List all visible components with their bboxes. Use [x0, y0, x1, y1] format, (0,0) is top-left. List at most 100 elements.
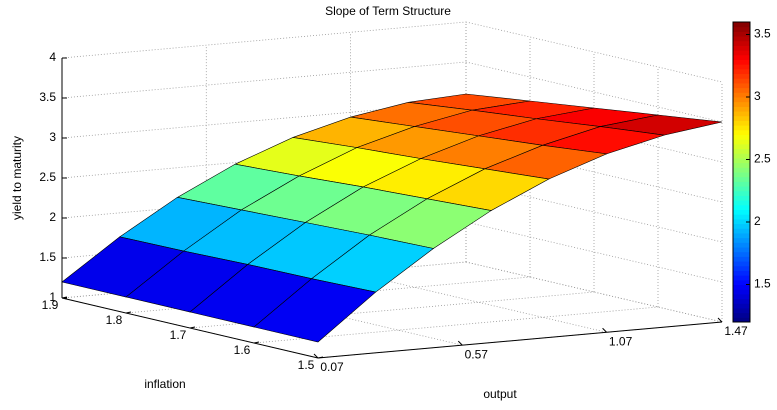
- grid-line: [350, 271, 607, 333]
- grid-line: [465, 261, 723, 323]
- y-axis-label: inflation: [144, 377, 185, 391]
- colorbar-swatch: [733, 195, 750, 201]
- tick-mark: [189, 326, 196, 329]
- colorbar-swatch: [733, 26, 750, 32]
- colorbar-swatch: [733, 209, 750, 215]
- z-tick-label: 2: [49, 210, 56, 224]
- z-axis-label: yield to maturity: [10, 136, 24, 220]
- colorbar-swatch: [733, 176, 750, 182]
- x-tick-label: 1.07: [609, 334, 633, 348]
- colorbar-swatch: [733, 143, 750, 150]
- colorbar-swatch: [733, 120, 750, 126]
- colorbar-swatch: [733, 162, 750, 168]
- colorbar-swatch: [733, 200, 750, 206]
- colorbar-swatch: [733, 293, 750, 300]
- colorbar-swatch: [733, 317, 750, 323]
- x-tick-label: 0.07: [320, 360, 344, 374]
- colorbar-swatch: [733, 101, 750, 107]
- colorbar-swatch: [733, 284, 750, 290]
- colorbar-swatch: [733, 59, 750, 65]
- colorbar-swatch: [733, 237, 750, 243]
- x-tick-label: 0.57: [465, 347, 489, 361]
- colorbar-swatch: [733, 190, 750, 196]
- tick-mark: [253, 341, 260, 344]
- colorbar-swatch: [733, 172, 750, 178]
- y-tick-label: 1.5: [298, 358, 315, 372]
- colorbar-swatch: [733, 64, 750, 70]
- colorbar-swatch: [733, 125, 750, 131]
- z-tick-label: 3.5: [39, 90, 56, 104]
- y-tick-label: 1.8: [106, 313, 123, 327]
- colorbar-swatch: [733, 153, 750, 159]
- colorbar-swatch: [733, 167, 750, 173]
- colorbar-swatch: [733, 36, 750, 42]
- z-tick-label: 1.5: [39, 250, 56, 264]
- colorbar-tick-label: 2: [754, 214, 761, 228]
- colorbar-swatch: [733, 289, 750, 295]
- tick-mark: [457, 340, 463, 346]
- colorbar-swatch: [733, 270, 750, 276]
- colorbar-swatch: [733, 232, 750, 239]
- grid-line: [465, 21, 723, 83]
- x-tick-label: 1.47: [724, 324, 748, 338]
- z-tick-label: 4: [49, 50, 56, 64]
- z-tick-label: 3: [49, 130, 56, 144]
- tick-mark: [602, 327, 607, 333]
- tick-mark: [317, 356, 324, 359]
- axis-line: [317, 321, 723, 359]
- grid-line: [61, 61, 467, 99]
- colorbar-swatch: [733, 68, 750, 75]
- colorbar-swatch: [733, 22, 750, 28]
- colorbar-swatch: [733, 50, 750, 56]
- colorbar-tick-label: 1.5: [754, 277, 771, 291]
- colorbar-swatch: [733, 40, 750, 46]
- grid-line: [465, 101, 723, 163]
- grid-line: [465, 181, 723, 243]
- colorbar-swatch: [733, 298, 750, 304]
- colorbar-tick-label: 3.5: [754, 27, 771, 41]
- grid-line: [465, 141, 723, 203]
- colorbar-swatch: [733, 181, 750, 187]
- y-tick-label: 1.9: [42, 298, 59, 312]
- colorbar-swatch: [733, 115, 750, 121]
- grid-line: [206, 284, 463, 346]
- colorbar-swatch: [733, 218, 750, 225]
- colorbar-swatch: [733, 97, 750, 103]
- tick-mark: [313, 353, 319, 359]
- colorbar-swatch: [733, 307, 750, 314]
- grid-line: [61, 21, 467, 59]
- colorbar-swatch: [733, 148, 750, 154]
- colorbar-swatch: [733, 312, 750, 318]
- colorbar-swatch: [733, 157, 750, 164]
- colorbar-swatch: [733, 228, 750, 234]
- y-tick-label: 1.6: [234, 343, 251, 357]
- colorbar-swatch: [733, 111, 750, 117]
- colorbar-swatch: [733, 223, 750, 229]
- tick-mark: [61, 296, 68, 299]
- colorbar-swatch: [733, 92, 750, 98]
- colorbar-swatch: [733, 261, 750, 267]
- grid-line: [465, 61, 723, 123]
- y-tick-label: 1.7: [170, 328, 187, 342]
- colorbar-swatch: [733, 204, 750, 210]
- colorbar-swatch: [733, 275, 750, 281]
- colorbar-swatch: [733, 186, 750, 192]
- surface-patch: [253, 278, 377, 343]
- tick-mark: [125, 311, 132, 314]
- z-tick-label: 2.5: [39, 170, 56, 184]
- colorbar-swatch: [733, 139, 750, 145]
- colorbar-swatch: [733, 303, 750, 309]
- grid-line: [465, 221, 723, 283]
- colorbar-swatch: [733, 247, 750, 253]
- colorbar-swatch: [733, 242, 750, 248]
- colorbar-swatch: [733, 106, 750, 112]
- colorbar-tick-label: 2.5: [754, 152, 771, 166]
- x-axis-label: output: [483, 387, 517, 401]
- colorbar-swatch: [733, 31, 750, 37]
- colorbar-swatch: [733, 214, 750, 220]
- colorbar-swatch: [733, 134, 750, 140]
- colorbar-swatch: [733, 129, 750, 135]
- colorbar-swatch: [733, 279, 750, 285]
- colorbar-swatch: [733, 73, 750, 79]
